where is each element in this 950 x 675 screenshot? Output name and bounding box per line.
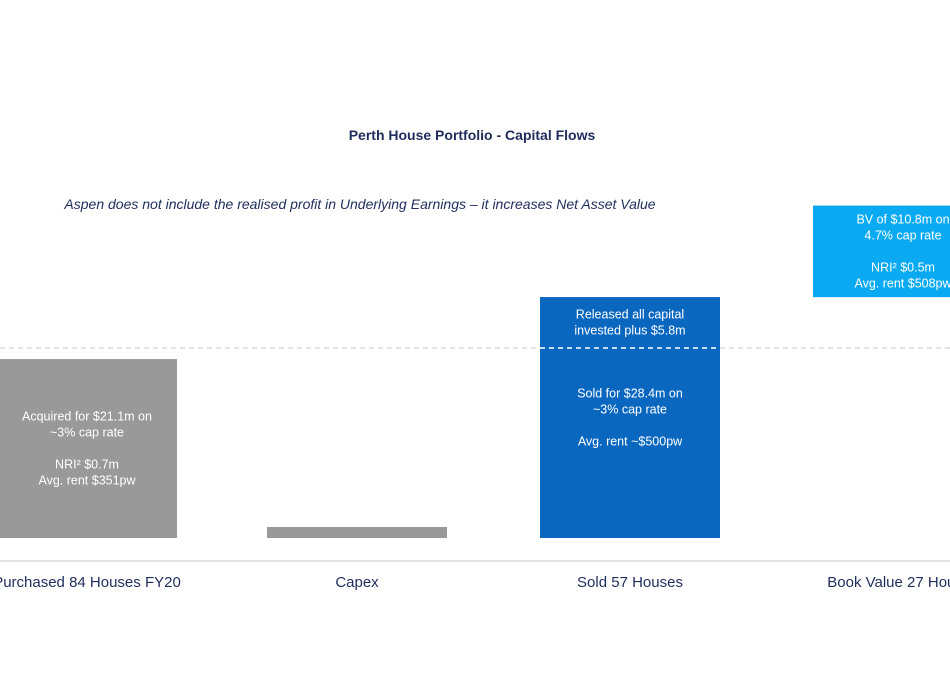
category-label-capex: Capex [335,574,379,591]
bar-annotation-sold-57-houses-2: Sold for $28.4m on ~3% cap rate Avg. rent … [577,387,683,449]
bar-capex-1 [267,526,447,538]
bar-annotation-line: ~3% cap rate [50,426,124,440]
bar-annotation-line: invested plus $5.8m [574,324,685,338]
labels-layer: Acquired for $21.1m on ~3% cap rate NRI² $… [0,212,950,591]
bar-purchased-84-houses-fy20-0 [0,359,177,538]
bar-annotation-line: ~3% cap rate [593,403,667,417]
category-label-sold-57-houses: Sold 57 Houses [577,574,683,591]
bar-annotation-purchased-84-houses-fy20-0: Acquired for $21.1m on ~3% cap rate NRI² $… [22,410,152,488]
bar-annotation-line: Avg. rent $351pw [38,474,136,488]
bar-annotation-line: Released all capital [576,308,684,322]
bars-layer [0,205,950,538]
bar-annotation-line: BV of $10.8m on [856,212,949,226]
bar-annotation-line: Acquired for $21.1m on [22,410,152,424]
category-label-book-value-27-houses: Book Value 27 Houses [827,574,950,591]
category-label-purchased-84-houses-fy20: Purchased 84 Houses FY20 [0,574,181,591]
bar-annotation-line: Sold for $28.4m on [577,387,683,401]
bar-annotation-line: NRI² $0.7m [55,458,119,472]
bar-book-value-27-houses-4 [813,205,950,298]
chart-subtitle: Aspen does not include the realised prof… [63,196,655,212]
bar-annotation-line: NRI² $0.5m [871,260,935,274]
bar-annotation-book-value-27-houses-4: BV of $10.8m on 4.7% cap rate NRI² $0.5m Av… [854,212,950,290]
bar-annotation-line: Avg. rent $508pw [854,276,950,290]
bar-annotation-line: Avg. rent ~$500pw [578,435,683,449]
bar-annotation-line: 4.7% cap rate [864,228,941,242]
bar-annotation-sold-57-houses-3: Released all capital invested plus $5.8m [574,308,685,338]
chart-title: Perth House Portfolio - Capital Flows [349,127,596,143]
bar-sold-57-houses-3 [540,297,720,349]
